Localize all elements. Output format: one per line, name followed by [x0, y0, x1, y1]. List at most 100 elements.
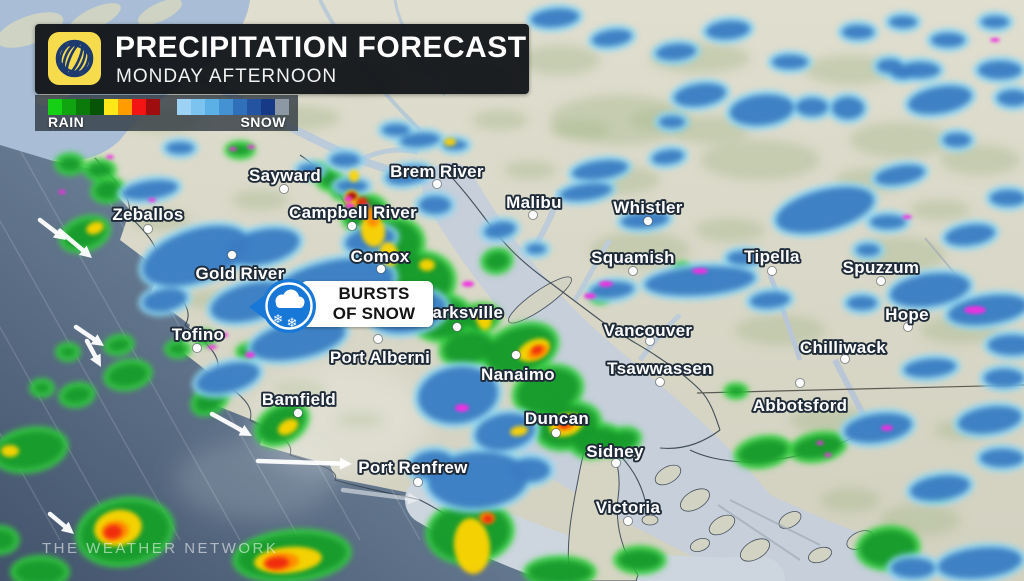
legend-rain-swatch [76, 99, 90, 115]
map-border-line [696, 384, 1024, 394]
city-whistler: Whistler [611, 196, 684, 226]
wind-arrow [84, 338, 101, 367]
city-dot [227, 250, 237, 260]
rain-legend-label: RAIN [48, 114, 85, 130]
city-tsawwassen: Tsawwassen [605, 357, 714, 387]
wind-arrow [73, 324, 104, 346]
city-sidney: Sidney [584, 440, 646, 468]
legend-snow-swatch [177, 99, 191, 115]
city-label: Sidney [586, 442, 644, 461]
wind-arrow [47, 511, 74, 534]
city-dot [528, 210, 538, 220]
city-label: Nanaimo [481, 365, 555, 384]
city-comox: Comox [349, 245, 411, 274]
legend-rain-swatch [48, 99, 62, 115]
city-chilliwack: Chilliwack [798, 336, 888, 364]
city-dot [376, 264, 386, 274]
city-dot [551, 428, 561, 438]
city-label: Spuzzum [843, 258, 920, 277]
precip-legend: RAIN SNOW [35, 95, 298, 131]
city-hope: Hope [883, 303, 930, 332]
legend-rain-swatch [90, 99, 104, 115]
city-label: Port Renfrew [358, 458, 468, 477]
city-label: Hope [885, 305, 929, 324]
city-parksville: Parksville [419, 301, 505, 332]
callout-text-box: BURSTS OF SNOW [301, 281, 433, 327]
city-label: Tofino [172, 325, 224, 344]
snow-legend-label: SNOW [240, 114, 286, 130]
city-label: Malibu [506, 193, 562, 212]
legend-snow-swatch [191, 99, 205, 115]
callout-line1: BURSTS [338, 284, 410, 303]
city-dot [192, 343, 202, 353]
city-victoria: Victoria [594, 496, 662, 526]
city-label: Whistler [613, 198, 683, 217]
city-dot [623, 516, 633, 526]
city-dot [645, 336, 655, 346]
city-sayward: Sayward [247, 164, 323, 194]
city-label: Victoria [596, 498, 661, 517]
city-dot [876, 276, 886, 286]
city-tofino: Tofino [170, 323, 226, 353]
city-label: Parksville [421, 303, 503, 322]
callout-line2: OF SNOW [332, 304, 416, 323]
city-dot [840, 354, 850, 364]
city-label: Zeballos [112, 205, 183, 224]
city-dot [143, 224, 153, 234]
banner-subtitle: MONDAY AFTERNOON [116, 66, 338, 87]
wind-arrow [255, 457, 352, 470]
city-label: Comox [350, 247, 409, 266]
weather-network-logo-icon [48, 32, 101, 85]
city-label: Tsawwassen [607, 359, 713, 378]
city-gold-river: Gold River [194, 250, 286, 285]
legend-rain-swatch [132, 99, 146, 115]
city-dot [903, 322, 913, 332]
city-label: Brem River [390, 162, 484, 181]
city-label: Abbotsford [753, 396, 848, 415]
city-dot [795, 378, 805, 388]
snow-burst-icon: ❄ ❄ [249, 279, 316, 333]
wind-arrow [57, 228, 92, 258]
city-malibu: Malibu [504, 191, 563, 220]
snow-color-scale [177, 99, 289, 115]
city-dot [373, 334, 383, 344]
city-dot [511, 350, 521, 360]
city-dot [279, 184, 289, 194]
city-dot [293, 408, 303, 418]
city-port-alberni: Port Alberni [328, 334, 432, 369]
city-vancouver: Vancouver [602, 319, 694, 346]
precip-mixed-layer [58, 38, 1000, 457]
city-label: Port Alberni [330, 348, 430, 367]
city-dot [347, 221, 357, 231]
svg-text:❄: ❄ [287, 315, 298, 330]
city-abbotsford: Abbotsford [751, 378, 849, 417]
legend-snow-swatch [205, 99, 219, 115]
city-label: Campbell River [289, 203, 417, 222]
city-labels-layer: Sayward Zeballos Brem River Campbell River M… [110, 160, 930, 526]
city-spuzzum: Spuzzum [841, 256, 921, 286]
city-nanaimo: Nanaimo [479, 350, 557, 386]
city-port-renfrew: Port Renfrew [356, 456, 470, 487]
city-dot [643, 216, 653, 226]
city-dot [432, 179, 442, 189]
city-campbell-river: Campbell River [287, 201, 419, 231]
city-duncan: Duncan [523, 407, 591, 438]
legend-rain-swatch [146, 99, 160, 115]
city-bamfield: Bamfield [260, 388, 338, 418]
city-label: Gold River [196, 264, 285, 283]
legend-rain-swatch [104, 99, 118, 115]
legend-snow-swatch [247, 99, 261, 115]
legend-rain-swatch [62, 99, 76, 115]
city-squamish: Squamish [589, 246, 676, 276]
city-label: Bamfield [262, 390, 336, 409]
legend-snow-swatch [275, 99, 289, 115]
wind-arrow [37, 217, 66, 240]
legend-snow-swatch [233, 99, 247, 115]
legend-snow-swatch [219, 99, 233, 115]
city-label: Vancouver [604, 321, 693, 340]
city-label: Sayward [249, 166, 321, 185]
city-dot [655, 377, 665, 387]
city-label: Chilliwack [800, 338, 886, 357]
city-zeballos: Zeballos [110, 203, 185, 234]
